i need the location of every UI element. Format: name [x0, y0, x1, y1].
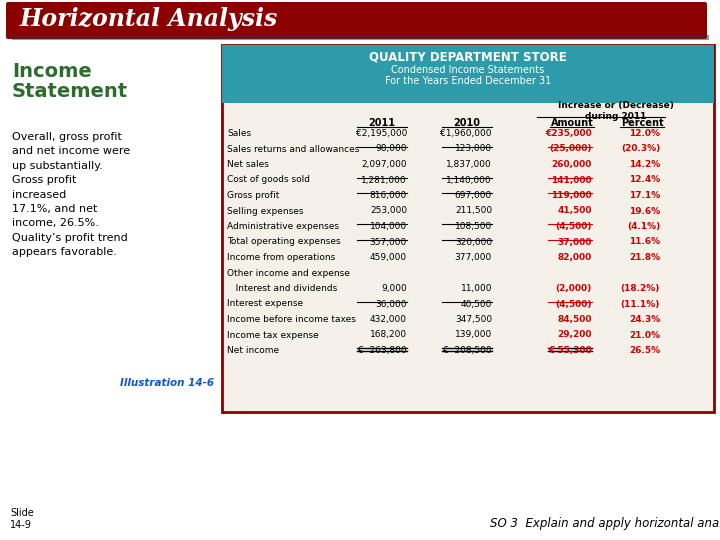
Text: 253,000: 253,000	[370, 206, 407, 215]
Text: 12.0%: 12.0%	[629, 129, 660, 138]
Text: € 55,300: € 55,300	[548, 346, 592, 355]
Text: Income from operations: Income from operations	[227, 253, 336, 262]
Text: 357,000: 357,000	[370, 238, 407, 246]
Text: 36,000: 36,000	[376, 300, 407, 308]
Text: 139,000: 139,000	[455, 330, 492, 340]
Text: Horizontal Analysis: Horizontal Analysis	[20, 7, 278, 31]
Text: 697,000: 697,000	[455, 191, 492, 200]
Text: 11,000: 11,000	[461, 284, 492, 293]
Text: Income before income taxes: Income before income taxes	[227, 315, 356, 324]
Text: (4,500): (4,500)	[556, 300, 592, 308]
Text: 2,097,000: 2,097,000	[361, 160, 407, 169]
Text: 377,000: 377,000	[455, 253, 492, 262]
Text: €1,960,000: €1,960,000	[441, 129, 492, 138]
FancyBboxPatch shape	[222, 45, 714, 103]
Text: 21.0%: 21.0%	[629, 330, 660, 340]
Text: 21.8%: 21.8%	[629, 253, 660, 262]
Text: 432,000: 432,000	[370, 315, 407, 324]
Text: 2010: 2010	[454, 118, 480, 128]
Text: 19.6%: 19.6%	[629, 206, 660, 215]
Text: €  263,800: € 263,800	[359, 346, 407, 355]
Text: 123,000: 123,000	[455, 145, 492, 153]
Text: 816,000: 816,000	[370, 191, 407, 200]
Text: 211,500: 211,500	[455, 206, 492, 215]
Text: Amount: Amount	[551, 118, 593, 128]
Text: (4,500): (4,500)	[556, 222, 592, 231]
Text: Percent: Percent	[621, 118, 663, 128]
Text: 104,000: 104,000	[370, 222, 407, 231]
Text: (2,000): (2,000)	[556, 284, 592, 293]
Text: 119,000: 119,000	[552, 191, 592, 200]
Text: Total operating expenses: Total operating expenses	[227, 238, 341, 246]
Text: 459,000: 459,000	[370, 253, 407, 262]
Text: 141,000: 141,000	[552, 176, 592, 185]
Text: Administrative expenses: Administrative expenses	[227, 222, 339, 231]
Text: 24.3%: 24.3%	[629, 315, 660, 324]
Text: (18.2%): (18.2%)	[621, 284, 660, 293]
Text: 26.5%: 26.5%	[629, 346, 660, 355]
Text: Interest and dividends: Interest and dividends	[227, 284, 337, 293]
Text: Illustration 14-6: Illustration 14-6	[120, 378, 214, 388]
Text: Income
Statement: Income Statement	[12, 62, 128, 101]
Text: Sales returns and allowances: Sales returns and allowances	[227, 145, 359, 153]
Text: (25,000): (25,000)	[549, 145, 592, 153]
Text: Overall, gross profit
and net income were
up substantially.
Gross profit
increas: Overall, gross profit and net income wer…	[12, 132, 130, 257]
Text: 41,500: 41,500	[557, 206, 592, 215]
Text: 84,500: 84,500	[557, 315, 592, 324]
Text: (11.1%): (11.1%)	[621, 300, 660, 308]
Text: 9,000: 9,000	[382, 284, 407, 293]
Text: Net income: Net income	[227, 346, 279, 355]
Text: 40,500: 40,500	[461, 300, 492, 308]
Text: 260,000: 260,000	[552, 160, 592, 169]
Text: 12.4%: 12.4%	[629, 176, 660, 185]
Text: €  208,500: € 208,500	[444, 346, 492, 355]
Text: Selling expenses: Selling expenses	[227, 206, 304, 215]
Text: Net sales: Net sales	[227, 160, 269, 169]
Text: 320,000: 320,000	[455, 238, 492, 246]
Text: Condensed Income Statements: Condensed Income Statements	[392, 65, 544, 75]
Text: 14.2%: 14.2%	[629, 160, 660, 169]
Text: Cost of goods sold: Cost of goods sold	[227, 176, 310, 185]
Text: 17.1%: 17.1%	[629, 191, 660, 200]
Text: 1,140,000: 1,140,000	[446, 176, 492, 185]
Text: For the Years Ended December 31: For the Years Ended December 31	[385, 76, 551, 86]
Text: 29,200: 29,200	[557, 330, 592, 340]
Text: (20.3%): (20.3%)	[621, 145, 660, 153]
Text: 108,500: 108,500	[455, 222, 492, 231]
Text: Slide
14-9: Slide 14-9	[10, 508, 34, 530]
Text: 168,200: 168,200	[370, 330, 407, 340]
FancyBboxPatch shape	[12, 35, 709, 40]
Text: Sales: Sales	[227, 129, 251, 138]
Text: QUALITY DEPARTMENT STORE: QUALITY DEPARTMENT STORE	[369, 51, 567, 64]
Text: 37,000: 37,000	[557, 238, 592, 246]
Text: 98,000: 98,000	[376, 145, 407, 153]
Text: 1,281,000: 1,281,000	[361, 176, 407, 185]
Text: 2011: 2011	[369, 118, 395, 128]
Text: Gross profit: Gross profit	[227, 191, 279, 200]
Text: 347,500: 347,500	[455, 315, 492, 324]
Text: €235,000: €235,000	[545, 129, 592, 138]
FancyBboxPatch shape	[222, 45, 714, 412]
Text: (4.1%): (4.1%)	[626, 222, 660, 231]
Text: Income tax expense: Income tax expense	[227, 330, 319, 340]
Text: €2,195,000: €2,195,000	[356, 129, 407, 138]
Text: Increase or (Decrease)
during 2011: Increase or (Decrease) during 2011	[558, 101, 674, 121]
Text: Other income and expense: Other income and expense	[227, 268, 350, 278]
FancyBboxPatch shape	[6, 2, 707, 39]
Text: 82,000: 82,000	[558, 253, 592, 262]
Text: Interest expense: Interest expense	[227, 300, 303, 308]
Text: SO 3  Explain and apply horizontal analysis.: SO 3 Explain and apply horizontal analys…	[490, 517, 720, 530]
Text: 11.6%: 11.6%	[629, 238, 660, 246]
Text: 1,837,000: 1,837,000	[446, 160, 492, 169]
